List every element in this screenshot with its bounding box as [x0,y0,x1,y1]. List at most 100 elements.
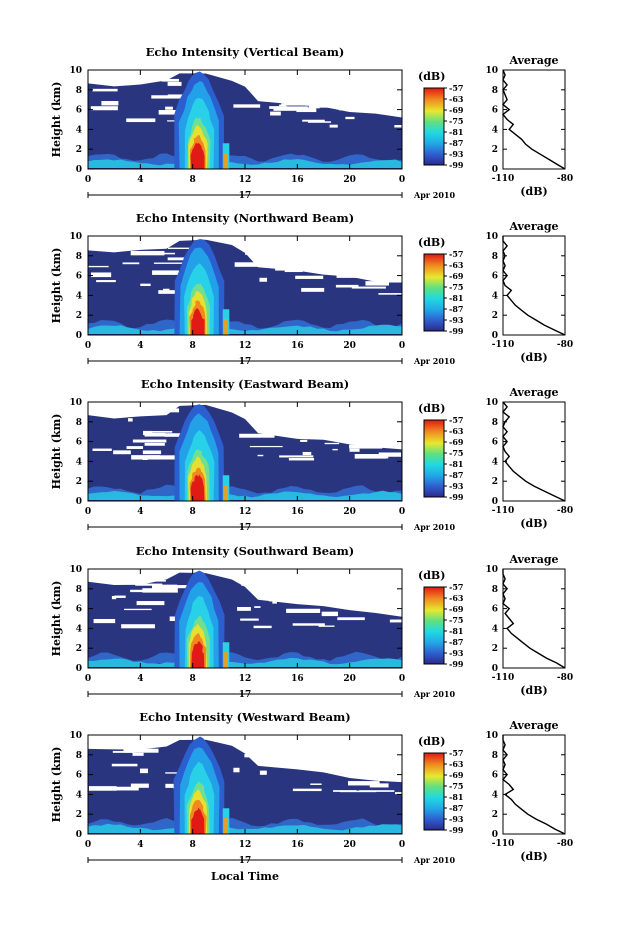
y-tick-label: 8 [76,418,82,428]
avg-x-tick-label: -80 [557,340,573,350]
colorbar-tick-label: -87 [449,138,463,148]
storm-core-6 [190,142,205,169]
boundary-layer-band [88,817,402,832]
x-tick-label: 8 [190,507,196,517]
missing-data-patch [359,790,395,792]
missing-data-patch [390,424,402,428]
avg-y-tick-label: 0 [492,165,498,175]
avg-y-tick-label: 2 [492,644,498,654]
colorbar-tick-label: -99 [449,160,464,170]
y-tick-label: 2 [76,810,82,820]
surface-band [88,823,402,834]
y-tick-label: 6 [76,106,82,116]
missing-data-patch [113,450,131,455]
colorbar-unit: (dB) [418,735,445,748]
echo-region [88,404,402,501]
storm-core-6 [191,307,205,335]
missing-data-patch [158,110,182,115]
x-tick-label: 4 [137,507,143,517]
missing-data-patch [131,455,161,460]
colorbar-unit: (dB) [418,70,445,83]
x-tick-label: 16 [291,507,304,517]
missing-data-patch [121,624,155,629]
boundary-layer-band [88,484,402,499]
colorbar-unit: (dB) [418,569,445,582]
colorbar-tick-label: -93 [449,814,464,824]
day-label: 17 [239,690,252,700]
y-tick-label: 6 [76,272,82,282]
avg-y-tick-label: 6 [492,771,498,781]
missing-data-patch [244,754,259,758]
avg-y-tick-label: 8 [492,585,498,595]
missing-data-patch [238,577,249,579]
y-tick-label: 8 [76,585,82,595]
missing-data-patch [111,763,138,767]
average-title: Average [508,386,558,399]
missing-data-patch [335,284,359,288]
missing-data-patch [284,267,303,273]
missing-data-patch [241,584,266,586]
missing-data-patch [142,450,162,455]
missing-data-patch [273,106,308,111]
colorbar-tick-label: -99 [449,659,464,669]
missing-data-patch [358,767,390,770]
missing-data-patch [237,606,251,611]
x-tick-label: 4 [137,175,143,185]
avg-y-tick-label: 0 [492,497,498,507]
missing-data-patch [292,623,325,626]
avg-y-tick-label: 6 [492,106,498,116]
missing-data-patch [272,601,277,604]
missing-data-patch [135,580,166,582]
avg-x-tick-label: -110 [492,839,515,849]
x-tick-label: 4 [137,840,143,850]
missing-data-patch [390,444,398,448]
avg-y-tick-label: 4 [492,790,498,800]
missing-data-patch [259,770,267,775]
missing-data-patch [383,762,402,765]
average-profile-line [502,401,566,502]
y-axis-label: Height (km) [50,414,63,490]
surface-band [88,490,402,501]
x-tick-label: 0 [85,507,91,517]
missing-data-patch [167,257,192,261]
missing-data-patch [161,735,189,738]
missing-data-patch [96,280,116,283]
missing-data-region [265,402,402,426]
missing-data-patch [253,590,274,594]
y-tick-label: 2 [76,644,82,654]
x-tick-label: 0 [85,341,91,351]
missing-data-patch [254,606,261,608]
y-axis-label: Height (km) [50,581,63,657]
missing-data-patch [112,743,131,748]
missing-data-patch [270,111,281,116]
missing-data-patch [302,451,312,456]
colorbar-tick-label: -69 [449,271,464,281]
avg-y-tick-label: 2 [492,477,498,487]
colorbar-tick-label: -75 [449,448,463,458]
avg-x-label: (dB) [520,351,547,364]
missing-data-patch [364,428,394,432]
missing-data-patch [132,752,144,756]
missing-data-patch [125,739,132,742]
missing-data-patch [307,121,332,123]
colorbar-tick-label: -63 [449,94,464,104]
x-tick-label: 20 [343,175,356,185]
y-tick-label: 6 [76,605,82,615]
missing-data-patch [286,608,321,613]
missing-data-patch [132,439,167,443]
panel-title: Echo Intensity (Northward Beam) [136,211,354,225]
y-tick-label: 10 [69,731,82,741]
missing-data-patch [288,458,315,461]
missing-data-patch [382,591,397,597]
missing-data-patch [152,270,179,275]
secondary-cell-core [224,818,228,834]
missing-data-patch [308,105,320,109]
x-tick-label: 8 [190,341,196,351]
colorbar-tick-label: -57 [449,415,463,425]
missing-data-patch [395,792,402,795]
x-tick-label: 0 [399,840,405,850]
missing-data-patch [337,266,372,271]
avg-y-tick-label: 4 [492,624,498,634]
x-tick-label: 4 [137,674,143,684]
x-tick-label: 16 [291,674,304,684]
